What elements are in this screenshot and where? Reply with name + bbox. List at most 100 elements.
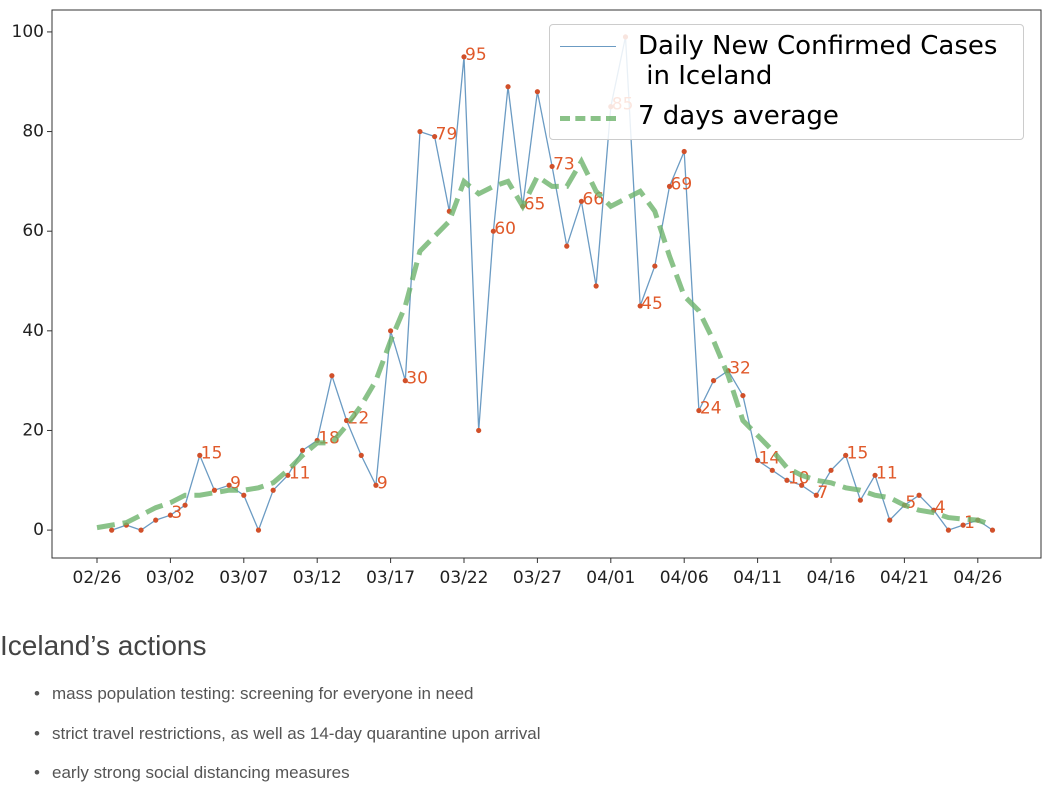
bullet-item: mass population testing: screening for e… — [34, 684, 541, 704]
data-point — [285, 472, 291, 478]
data-point — [945, 527, 952, 533]
data-point — [960, 522, 966, 528]
x-tick-label: 04/11 — [733, 568, 782, 588]
data-label: 14 — [759, 448, 781, 468]
data-label: 4 — [935, 498, 946, 518]
data-point — [505, 84, 511, 90]
data-label: 66 — [582, 189, 604, 209]
data-point — [666, 183, 673, 189]
data-label: 15 — [847, 443, 869, 463]
data-point — [417, 128, 423, 135]
data-label: 9 — [377, 473, 388, 493]
x-tick-label: 04/06 — [660, 568, 709, 588]
data-label: 3 — [171, 503, 182, 523]
legend-swatch — [560, 46, 616, 47]
bullet-list: mass population testing: screening for e… — [0, 684, 541, 783]
legend-label: 7 days average — [638, 101, 839, 131]
data-point — [461, 54, 467, 60]
data-point — [813, 492, 819, 498]
data-point — [549, 163, 555, 170]
data-point — [299, 447, 306, 453]
y-tick-label: 20 — [22, 420, 44, 440]
data-point — [916, 492, 922, 498]
x-tick-label: 02/26 — [73, 568, 122, 588]
x-tick-label: 04/26 — [953, 568, 1002, 588]
data-point — [534, 89, 541, 95]
bullet-item: early strong social distancing measures — [34, 763, 541, 783]
data-point — [857, 497, 863, 503]
x-tick-label: 03/17 — [366, 568, 415, 588]
y-tick-label: 60 — [22, 221, 44, 241]
data-point — [740, 392, 746, 399]
data-point — [490, 228, 496, 234]
data-point — [402, 378, 408, 384]
legend-swatch — [560, 116, 616, 121]
data-point — [197, 452, 203, 458]
data-point — [211, 487, 218, 493]
legend-entry: Daily New Confirmed Cases in Iceland — [560, 31, 997, 91]
section-heading: Iceland’s actions — [0, 630, 207, 661]
data-point — [153, 517, 159, 523]
data-label: 60 — [494, 219, 516, 239]
data-label: 32 — [729, 359, 751, 379]
data-point — [828, 467, 834, 473]
data-point — [388, 328, 394, 334]
x-tick-label: 03/27 — [513, 568, 562, 588]
data-point — [769, 467, 775, 473]
y-tick-label: 100 — [12, 22, 44, 42]
x-tick-label: 03/12 — [293, 568, 342, 588]
data-point — [799, 482, 805, 488]
data-point — [270, 487, 276, 493]
data-point — [710, 378, 717, 384]
data-point — [637, 303, 643, 309]
plot-frame — [51, 9, 1042, 559]
data-point — [182, 502, 188, 508]
data-point — [432, 133, 438, 140]
legend: Daily New Confirmed Cases in Iceland 7 da… — [549, 24, 1024, 140]
y-tick-label: 0 — [33, 520, 44, 540]
data-label: 69 — [671, 174, 693, 194]
x-tick-label: 03/22 — [440, 568, 489, 588]
data-point — [255, 527, 262, 533]
data-label: 65 — [524, 194, 546, 214]
data-label: 79 — [436, 125, 458, 145]
data-label: 11 — [876, 463, 898, 483]
data-point — [358, 452, 364, 458]
y-tick-label: 80 — [22, 122, 44, 142]
data-point — [784, 477, 790, 483]
data-point — [241, 492, 247, 498]
x-tick-label: 04/16 — [807, 568, 856, 588]
data-point — [696, 407, 702, 414]
data-point — [226, 482, 232, 488]
data-label: 73 — [553, 154, 575, 174]
data-label: 24 — [700, 399, 722, 419]
data-point — [843, 452, 849, 458]
chart: 0 20 40 60 80 100 02/26 03/02 03/07 03/12 03/17 03/… — [12, 9, 1042, 588]
data-label: 11 — [289, 463, 311, 483]
data-point — [989, 527, 996, 533]
legend-label: Daily New Confirmed Cases in Iceland — [638, 31, 998, 91]
data-point — [373, 482, 379, 488]
legend-entry: 7 days average — [560, 101, 839, 131]
y-tick-label: 40 — [22, 321, 44, 341]
data-point — [652, 263, 658, 269]
data-point — [681, 148, 687, 155]
data-label: 45 — [641, 294, 663, 314]
data-point — [343, 417, 350, 424]
average-line — [96, 156, 994, 531]
data-point — [109, 527, 115, 533]
actions-section: Iceland’s actions mass population testin… — [0, 630, 541, 803]
x-tick-label: 04/01 — [586, 568, 635, 588]
data-label: 1 — [964, 513, 975, 533]
data-point — [329, 373, 335, 379]
data-point — [872, 472, 878, 478]
bullet-item: strict travel restrictions, as well as 1… — [34, 724, 540, 744]
data-point — [138, 527, 144, 533]
data-point — [593, 283, 599, 289]
data-point — [564, 243, 570, 249]
data-label: 15 — [201, 443, 223, 463]
data-label: 30 — [406, 369, 428, 389]
data-label: 9 — [230, 473, 241, 493]
data-label: 7 — [817, 483, 828, 503]
